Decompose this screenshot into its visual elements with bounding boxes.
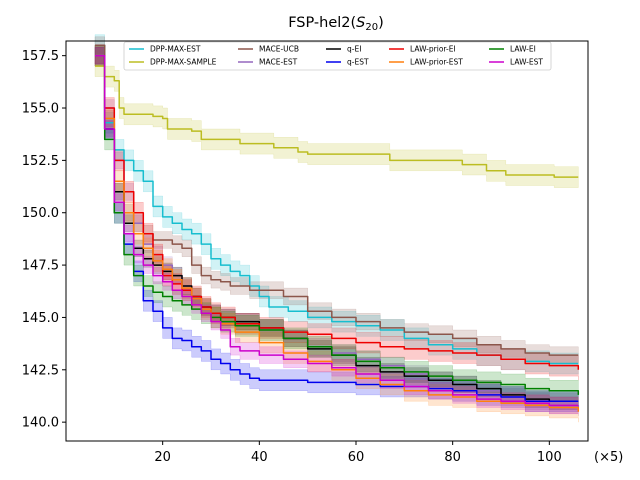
series-line-dpp-max-sample (95, 65, 579, 178)
legend: DPP-MAX-EST DPP-MAX-SAMPLE MACE-UCB MACE-ES… (123, 41, 552, 71)
chart-title-var: S (356, 15, 365, 31)
series-line-law-est (95, 54, 579, 407)
legend-frame (123, 41, 552, 71)
y-tick-label: 145.0 (22, 311, 59, 326)
chart-title-close: ) (378, 15, 384, 31)
confidence-bands (94, 34, 579, 423)
y-axis: 140.0 142.5 145.0 147.5 150.0 152.5 155.0 157.5 (22, 49, 66, 431)
legend-label-law-ei: LAW-EI (510, 45, 536, 54)
legend-label-mace-est: MACE-EST (259, 58, 298, 67)
series-line-mace-ucb (95, 44, 579, 356)
x-tick-label: 40 (251, 450, 268, 465)
legend-label-mace-ucb: MACE-UCB (259, 45, 299, 54)
legend-label-law-est: LAW-EST (510, 58, 543, 67)
series-line-law-prior-est (95, 54, 580, 412)
y-tick-label: 155.0 (22, 102, 59, 117)
band-dpp-max-sample (94, 55, 579, 188)
y-tick-label: 142.5 (22, 363, 59, 378)
series-lines (95, 44, 580, 412)
legend-label-dpp-max-est: DPP-MAX-EST (150, 45, 201, 54)
x-axis-unit-note: (×5) (594, 450, 623, 465)
x-tick-label: 20 (154, 450, 171, 465)
legend-label-q-est: q-EST (347, 58, 369, 67)
x-tick-label: 80 (444, 450, 461, 465)
legend-label-law-prior-est: LAW-prior-EST (410, 58, 463, 67)
y-tick-label: 157.5 (22, 49, 59, 64)
legend-label-dpp-max-sample: DPP-MAX-SAMPLE (150, 58, 217, 67)
x-tick-label: 60 (348, 450, 365, 465)
band-dpp-max-est (94, 34, 579, 375)
chart-title-sub: 20 (365, 22, 378, 33)
series-line-dpp-max-est (95, 44, 579, 365)
x-axis: 20 40 60 80 100 (154, 441, 562, 465)
y-tick-label: 140.0 (22, 416, 59, 431)
chart-title: FSP-hel2(S20) (288, 15, 384, 33)
x-tick-label: 100 (537, 450, 562, 465)
series-line-law-ei (95, 54, 580, 395)
chart-title-text: FSP-hel2(S20) (288, 15, 384, 33)
legend-label-q-ei: q-EI (347, 45, 361, 54)
y-tick-label: 147.5 (22, 259, 59, 274)
y-tick-label: 152.5 (22, 154, 59, 169)
chart-title-main: FSP-hel2( (288, 15, 356, 31)
legend-label-law-prior-ei: LAW-prior-EI (410, 45, 456, 54)
y-tick-label: 150.0 (22, 206, 59, 221)
plot-frame (65, 40, 589, 442)
band-law-prior-est (94, 44, 579, 423)
band-mace-ucb (94, 36, 579, 364)
